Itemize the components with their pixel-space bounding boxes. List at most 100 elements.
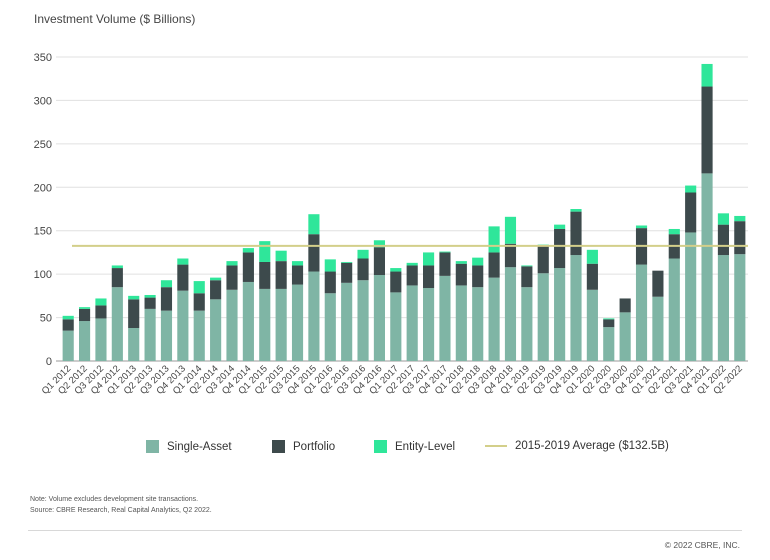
single-asset-bar (406, 285, 418, 361)
portfolio-bar (455, 263, 467, 286)
entity-level-bar (226, 261, 238, 266)
single-asset-bar (79, 321, 91, 361)
footer-divider (28, 530, 742, 531)
portfolio-bar (95, 305, 107, 319)
y-tick-label: 0 (46, 356, 52, 368)
y-tick-label: 200 (34, 182, 52, 194)
portfolio-bar (504, 243, 517, 268)
portfolio-bar (488, 252, 500, 278)
single-asset-bar (291, 284, 304, 361)
entity-level-bar (472, 257, 484, 266)
portfolio-bar (210, 280, 222, 300)
legend-item-portfolio: Portfolio (272, 440, 335, 453)
portfolio-bar (570, 211, 582, 256)
entity-level-bar (160, 280, 173, 288)
entity-level-bar (324, 259, 336, 272)
entity-level-bar (308, 214, 320, 235)
entity-level-bar (291, 261, 304, 266)
single-asset-bar (717, 255, 729, 361)
entity-level-bar (210, 277, 222, 281)
portfolio-bar (701, 86, 713, 174)
portfolio-bar (586, 263, 598, 290)
single-asset-bar (701, 173, 713, 361)
single-asset-bar (554, 268, 566, 361)
legend-swatch-single-asset (146, 440, 159, 453)
legend-label-average: 2015-2019 Average ($132.5B) (515, 440, 669, 452)
single-asset-bar (242, 281, 254, 361)
single-asset-bar (210, 299, 222, 361)
portfolio-bar (259, 261, 271, 289)
portfolio-bar (554, 228, 566, 269)
single-asset-bar (455, 285, 467, 361)
single-asset-bar (423, 288, 435, 361)
portfolio-bar (242, 252, 254, 282)
portfolio-bar (341, 262, 353, 283)
entity-level-bar (586, 249, 598, 264)
single-asset-bar (62, 330, 74, 361)
portfolio-bar (160, 287, 173, 311)
source-note: Note: Volume excludes development site t… (30, 494, 212, 516)
portfolio-bar (603, 319, 615, 328)
single-asset-bar (521, 287, 533, 361)
single-asset-bar (111, 287, 123, 361)
single-asset-bar (488, 277, 500, 361)
single-asset-bar (586, 289, 598, 361)
single-asset-bar (504, 267, 517, 361)
entity-level-bar (734, 215, 746, 222)
single-asset-bar (160, 310, 173, 361)
portfolio-bar (324, 271, 336, 294)
single-asset-bar (357, 280, 369, 361)
single-asset-bar (95, 318, 107, 361)
entity-level-bar (439, 251, 451, 253)
entity-level-bar (144, 294, 156, 298)
single-asset-bar (619, 312, 631, 361)
portfolio-bar (128, 299, 140, 328)
legend-label-portfolio: Portfolio (293, 440, 336, 453)
entity-level-bar (717, 213, 729, 225)
portfolio-bar (537, 245, 549, 274)
portfolio-bar (734, 221, 746, 255)
copyright: © 2022 CBRE, INC. (664, 540, 740, 550)
single-asset-bar (373, 275, 385, 361)
portfolio-bar (390, 271, 402, 293)
legend-swatch-entity-level (374, 440, 387, 453)
single-asset-bar (324, 293, 336, 361)
portfolio-bar (439, 252, 451, 276)
portfolio-bar (79, 308, 91, 322)
single-asset-bar (128, 327, 140, 361)
portfolio-bar (275, 261, 287, 289)
entity-level-bar (242, 248, 254, 253)
y-tick-label: 150 (34, 226, 52, 238)
entity-level-bar (341, 261, 353, 263)
single-asset-bar (390, 292, 402, 361)
single-asset-bar (734, 254, 746, 361)
entity-level-bar (193, 281, 205, 294)
single-asset-bar (652, 296, 664, 361)
entity-level-bar (668, 228, 680, 235)
note-text: Note: Volume excludes development site t… (30, 496, 199, 503)
entity-level-bar (373, 240, 385, 248)
portfolio-bar (373, 247, 385, 276)
legend-swatch-average (485, 445, 507, 447)
single-asset-bar (144, 308, 156, 361)
entity-level-bar (635, 225, 648, 229)
single-asset-bar (308, 271, 320, 361)
legend-label-entity-level: Entity-Level (395, 440, 456, 453)
legend-label-single-asset: Single-Asset (167, 440, 232, 453)
portfolio-bar (193, 293, 205, 311)
entity-level-bar (423, 252, 435, 266)
single-asset-bar (635, 264, 648, 361)
single-asset-bar (226, 289, 238, 361)
entity-level-bar (406, 262, 418, 266)
single-asset-bar (537, 273, 549, 361)
legend-item-single-asset: Single-Asset (146, 440, 232, 453)
legend-item-average: 2015-2019 Average ($132.5B) (485, 440, 669, 452)
single-asset-bar (275, 288, 287, 361)
portfolio-bar (652, 270, 664, 297)
entity-level-bar (95, 298, 107, 306)
single-asset-bar (439, 275, 451, 361)
entity-level-bar (504, 216, 517, 244)
portfolio-bar (521, 266, 533, 288)
legend-swatch-portfolio (272, 440, 285, 453)
entity-level-bar (111, 265, 123, 269)
